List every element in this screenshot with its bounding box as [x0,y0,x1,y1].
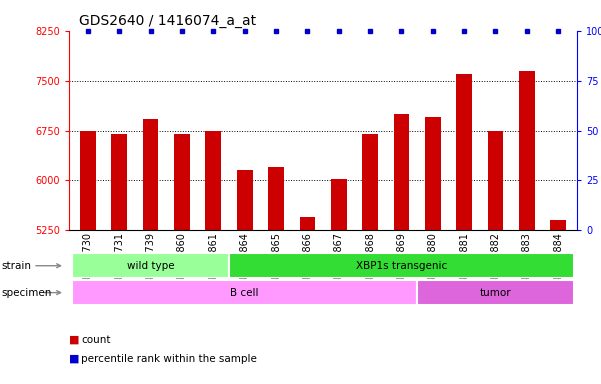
Bar [425,117,441,384]
Text: XBP1s transgenic: XBP1s transgenic [356,261,447,271]
Text: strain: strain [1,261,31,271]
Bar [551,220,566,384]
Bar [237,170,252,384]
Text: wild type: wild type [127,261,174,271]
Bar [206,131,221,384]
Text: tumor: tumor [480,288,511,298]
Text: B cell: B cell [230,288,259,298]
Text: ■: ■ [69,335,79,345]
Bar [111,134,127,384]
Bar [394,114,409,384]
Bar [72,253,229,278]
Text: ■: ■ [69,354,79,364]
Text: count: count [81,335,111,345]
Text: percentile rank within the sample: percentile rank within the sample [81,354,257,364]
Text: GDS2640 / 1416074_a_at: GDS2640 / 1416074_a_at [79,14,257,28]
Text: specimen: specimen [1,288,52,298]
Bar [72,280,417,305]
Bar [268,167,284,384]
Bar [456,74,472,384]
Bar [80,131,96,384]
Bar [143,119,159,384]
Bar [174,134,190,384]
Bar [487,131,503,384]
Bar [331,179,347,384]
Bar [362,134,378,384]
Bar [299,217,315,384]
Bar [519,71,535,384]
Bar [229,253,574,278]
Bar [417,280,574,305]
